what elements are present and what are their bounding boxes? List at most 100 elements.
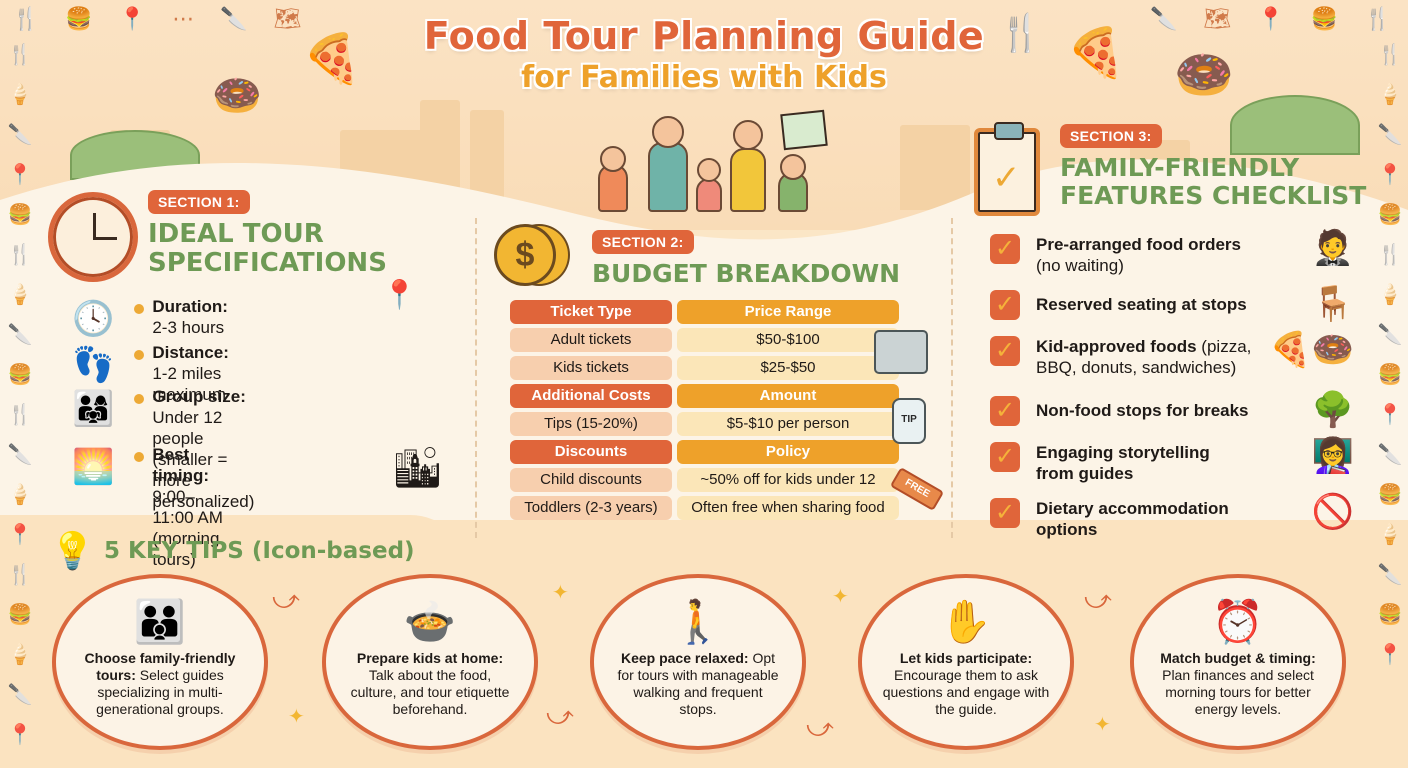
toddler-figure xyxy=(696,178,722,212)
family-icon: 👪 xyxy=(133,598,187,645)
arrow-icon: ⤻ xyxy=(272,584,300,614)
table-header-row: Ticket Type Price Range xyxy=(510,300,900,324)
map-icon: 🗺 xyxy=(273,6,302,31)
tip-card: 🚶 Keep pace relaxed: Opt for tours with … xyxy=(590,574,806,750)
checkbox-checked-icon: ✓ xyxy=(990,396,1020,426)
section-badge: SECTION 2: xyxy=(592,230,694,254)
mother-figure xyxy=(730,148,766,212)
girl-head xyxy=(600,146,626,172)
bullet-dot xyxy=(134,452,145,462)
page-header: Food Tour Planning Guide for Families wi… xyxy=(0,14,1408,95)
bullet-dot xyxy=(134,350,145,360)
page-title: Food Tour Planning Guide xyxy=(423,14,985,58)
burger-icon: 🍔 xyxy=(7,604,33,626)
burger-icon: 🍔 xyxy=(7,364,33,386)
tip-card: ✋ Let kids participate: Encourage them t… xyxy=(858,574,1074,750)
burger-icon: 🍔 xyxy=(1377,484,1403,506)
sparkle-icon: ✦ xyxy=(288,706,305,728)
ice-cream-icon: 🍦 xyxy=(7,84,33,106)
bush-decoration xyxy=(1230,95,1360,155)
footprints-icon: 👣 xyxy=(72,346,115,384)
knife-icon: 🔪 xyxy=(7,684,33,706)
ice-cream-icon: 🍦 xyxy=(7,644,33,666)
checklist-item: ✓ Non-food stops for breaks 🌳 xyxy=(990,391,1370,429)
cooking-pot-icon: 🍲 xyxy=(403,598,457,645)
arrow-icon: ⤻ xyxy=(806,712,834,742)
spec-item-best-timing: 🌅 Best timing: 9:00–11:00 AM (morning tou… xyxy=(72,445,223,569)
tip-card: ⏰ Match budget & timing: Plan finances a… xyxy=(1130,574,1346,750)
raised-hand-icon: ✋ xyxy=(939,598,993,645)
waiter-icon: 🤵 xyxy=(1311,229,1354,267)
table-row: Toddlers (2-3 years) Often free when sha… xyxy=(510,496,900,520)
knife-icon: 🔪 xyxy=(220,6,248,31)
knife-icon: 🔪 xyxy=(7,124,33,146)
knife-icon: 🔪 xyxy=(7,444,33,466)
page-subtitle: for Families with Kids xyxy=(521,60,887,95)
bullet-dot xyxy=(134,394,145,404)
route-icon: 📍 xyxy=(382,279,417,310)
father-head xyxy=(652,116,684,148)
route-icon: ⋯ xyxy=(172,6,195,31)
map-icon: 🗺 xyxy=(1203,6,1232,31)
map-pin-icon: 📍 xyxy=(7,524,33,546)
burger-icon: 🍔 xyxy=(1377,364,1403,386)
fork-icon: 🍴 xyxy=(7,564,33,586)
spec-item-group-size: 👨‍👩‍👧 Group size: Under 12 people (smalle… xyxy=(72,387,255,511)
burger-icon: 🍔 xyxy=(7,204,33,226)
fork-icon: 🍴 xyxy=(1377,44,1403,66)
group-icon: 👨‍👩‍👧 xyxy=(72,390,115,428)
map-pin-icon: 📍 xyxy=(118,6,147,31)
section-badge: SECTION 3: xyxy=(1060,124,1162,148)
pizza-illustration: 🍕 xyxy=(1066,27,1126,80)
checkbox-checked-icon: ✓ xyxy=(990,234,1020,264)
section-badge: SECTION 1: xyxy=(148,190,250,214)
map-pin-icon: 📍 xyxy=(1257,6,1285,31)
top-decor-left: 🍴 🍔 📍 ⋯ 🔪 🗺 xyxy=(12,6,302,32)
section-title: BUDGET BREAKDOWN xyxy=(592,259,901,288)
arrow-icon: ⤻ xyxy=(1084,584,1112,614)
donut-illustration: 🍩 xyxy=(1174,49,1234,102)
fork-icon: 🍴 xyxy=(998,12,1043,53)
tip-card: 👪 Choose family-friendly tours: Select g… xyxy=(52,574,268,750)
fork-icon: 🍴 xyxy=(1364,6,1392,31)
pizza-illustration: 🍕 xyxy=(302,33,362,86)
spec-item-distance: 👣 Distance: 1-2 miles maximum xyxy=(72,343,229,404)
fork-icon: 🍴 xyxy=(7,44,33,66)
map-pin-icon: 📍 xyxy=(1377,164,1403,186)
table-chairs-icon: 🪑 xyxy=(1311,285,1354,323)
map-icon xyxy=(780,109,828,151)
sparkle-icon: ✦ xyxy=(832,586,849,608)
ice-cream-icon: 🍦 xyxy=(7,284,33,306)
sunrise-icon: 🌅 xyxy=(72,448,115,486)
ice-cream-icon: 🍦 xyxy=(1377,524,1403,546)
section-title: FAMILY-FRIENDLY FEATURES CHECKLIST xyxy=(1060,153,1367,210)
fork-icon: 🍴 xyxy=(1377,244,1403,266)
section-divider xyxy=(951,218,953,538)
checklist-item: ✓ Reserved seating at stops 🪑 xyxy=(990,285,1370,323)
table-header-row: Additional Costs Amount xyxy=(510,384,900,408)
toddler-head xyxy=(697,158,721,182)
knife-icon: 🔪 xyxy=(1377,124,1403,146)
knife-icon: 🔪 xyxy=(1150,6,1178,31)
lightbulb-icon: 💡 xyxy=(50,530,95,571)
checklist-item: ✓ Kid-approved foods (pizza, BBQ, donuts… xyxy=(990,331,1370,378)
pizza-donut-icon: 🍕🍩 xyxy=(1269,331,1354,369)
tips-header: 💡 5 KEY TIPS (Icon-based) xyxy=(50,528,415,574)
left-decor-column: 🍴 🍦 🔪 📍 🍔 🍴 🍦 🔪 🍔 🍴 🔪 🍦 📍 🍴 🍔 🍦 🔪 📍 xyxy=(4,40,36,750)
map-pin-icon: 📍 xyxy=(7,724,33,746)
tip-jar-icon: TIP xyxy=(892,398,926,444)
clock-icon: 🕓 xyxy=(72,300,115,338)
boy-head xyxy=(780,154,806,180)
section-title: IDEAL TOUR SPECIFICATIONS xyxy=(148,219,387,279)
checklist-item: ✓ Engaging storytelling from guides 👩‍🏫 xyxy=(990,437,1370,484)
fork-icon: 🍴 xyxy=(12,6,40,31)
bullet-dot xyxy=(134,304,145,314)
coin-stack-icon: $ xyxy=(494,224,556,286)
map-pin-icon: 📍 xyxy=(7,164,33,186)
checkbox-checked-icon: ✓ xyxy=(990,290,1020,320)
burger-icon: 🍔 xyxy=(1377,604,1403,626)
knife-icon: 🔪 xyxy=(7,324,33,346)
storyteller-icon: 👩‍🏫 xyxy=(1311,437,1354,475)
clipboard-check-icon: ✓ xyxy=(974,122,1040,216)
ice-cream-icon: 🍦 xyxy=(7,484,33,506)
